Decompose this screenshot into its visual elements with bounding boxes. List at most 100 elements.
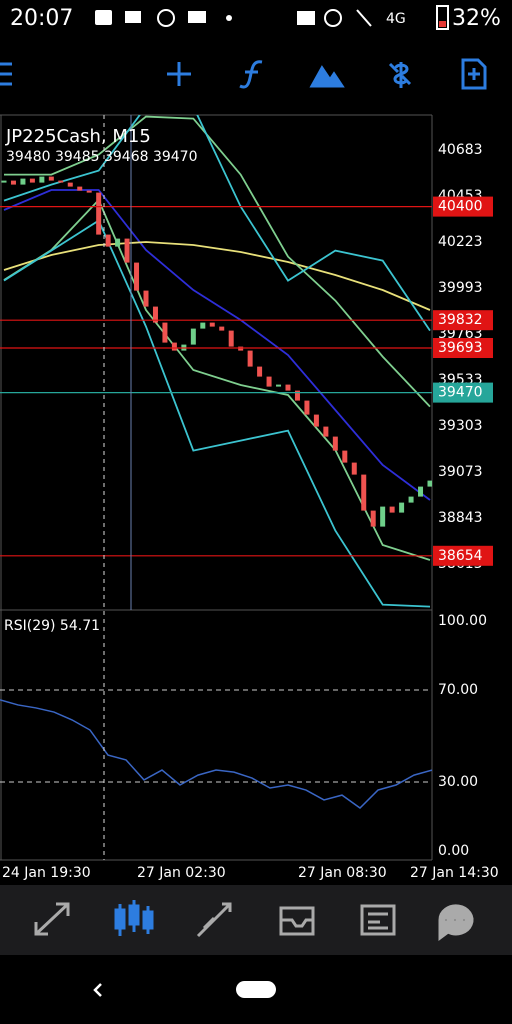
trade-button[interactable] bbox=[388, 62, 412, 88]
candle bbox=[152, 306, 158, 323]
price-level-tag bbox=[433, 310, 493, 331]
candle bbox=[266, 376, 272, 387]
candle bbox=[209, 322, 215, 327]
toolbar bbox=[0, 58, 487, 90]
candle bbox=[171, 342, 177, 351]
network: 4G bbox=[386, 11, 406, 27]
candle bbox=[190, 328, 196, 345]
candle bbox=[304, 400, 310, 415]
candle bbox=[361, 474, 367, 511]
candle bbox=[143, 290, 149, 307]
bottom-nav-icons bbox=[34, 900, 474, 941]
y-tick-label: 0.00 bbox=[438, 843, 469, 859]
candle bbox=[77, 186, 83, 191]
indicator-line bbox=[4, 115, 431, 408]
price-level-label: 39693 bbox=[438, 340, 483, 356]
price-level-label: 39470 bbox=[438, 385, 483, 401]
candle bbox=[200, 322, 206, 329]
candle bbox=[115, 238, 121, 247]
objects-button[interactable] bbox=[309, 65, 345, 88]
quotes-tab[interactable] bbox=[34, 902, 70, 936]
x-tick-label: 27 Jan 08:30 bbox=[298, 865, 387, 881]
candle bbox=[228, 330, 234, 347]
candle bbox=[294, 390, 300, 401]
candle bbox=[257, 366, 263, 377]
candle bbox=[10, 180, 16, 185]
new-order-button[interactable] bbox=[461, 58, 487, 90]
menu-button[interactable] bbox=[0, 62, 12, 86]
candle bbox=[332, 436, 338, 451]
candle bbox=[408, 496, 414, 503]
y-tick-label: 100.00 bbox=[438, 613, 487, 629]
candle bbox=[29, 178, 35, 183]
candle bbox=[389, 506, 395, 513]
price-level-tag bbox=[433, 382, 493, 403]
indicators-button[interactable] bbox=[239, 60, 263, 89]
candle bbox=[313, 414, 319, 427]
rsi-plot bbox=[0, 689, 432, 809]
candle bbox=[134, 262, 140, 291]
symbol-title: JP225Cash, M15 bbox=[5, 126, 151, 147]
y-tick-label: 70.00 bbox=[438, 682, 478, 698]
candle bbox=[124, 238, 130, 263]
indicator-line bbox=[3, 219, 431, 608]
price-plot bbox=[1, 115, 432, 608]
axes: 4068340453402233999339763395333930339073… bbox=[0, 142, 499, 881]
home-button[interactable] bbox=[236, 981, 276, 998]
status-icons bbox=[95, 5, 449, 30]
candle bbox=[219, 326, 225, 331]
back-button[interactable] bbox=[93, 983, 102, 997]
indicator-line bbox=[3, 189, 431, 501]
y-tick-label: 40683 bbox=[438, 142, 483, 158]
y-tick-label: 39303 bbox=[438, 418, 483, 434]
price-level-tag bbox=[433, 338, 493, 358]
bottom-nav bbox=[0, 885, 512, 955]
candle bbox=[323, 426, 329, 437]
panel-frame bbox=[0, 114, 433, 861]
y-tick-label: 39993 bbox=[438, 280, 483, 296]
rsi-line bbox=[0, 699, 432, 809]
trade-tab[interactable] bbox=[196, 902, 232, 938]
rsi-title: RSI(29) 54.71 bbox=[4, 618, 100, 634]
price-level-label: 38654 bbox=[438, 548, 483, 564]
battery: 32% bbox=[452, 6, 501, 31]
candle bbox=[162, 322, 168, 343]
x-tick-label: 27 Jan 14:30 bbox=[410, 865, 499, 881]
candle bbox=[86, 190, 92, 193]
x-tick-label: 27 Jan 02:30 bbox=[137, 865, 226, 881]
candle bbox=[39, 176, 45, 183]
candle bbox=[247, 350, 253, 367]
candle bbox=[58, 180, 64, 183]
history-tab[interactable] bbox=[279, 906, 315, 936]
y-tick-label: 40223 bbox=[438, 234, 483, 250]
candle bbox=[342, 450, 348, 463]
candle bbox=[48, 176, 54, 181]
price-level-label: 39832 bbox=[438, 312, 483, 328]
candle bbox=[276, 384, 282, 387]
chat-tab[interactable] bbox=[438, 904, 474, 941]
candle bbox=[96, 192, 102, 235]
candle bbox=[67, 182, 73, 187]
ohlc-values: 39480 39485 39468 39470 bbox=[6, 149, 198, 165]
candle bbox=[20, 178, 26, 185]
indicator-line bbox=[3, 198, 431, 561]
y-tick-label: 39073 bbox=[438, 464, 483, 480]
candle bbox=[351, 462, 357, 475]
candle bbox=[380, 506, 386, 527]
news-tab[interactable] bbox=[360, 904, 396, 936]
candle bbox=[1, 180, 7, 183]
indicator-line bbox=[3, 115, 431, 332]
y-tick-label: 38843 bbox=[438, 510, 483, 526]
price-level-label: 40400 bbox=[438, 199, 483, 215]
chart-tab[interactable] bbox=[114, 900, 154, 936]
candle bbox=[418, 486, 424, 497]
x-tick-label: 24 Jan 19:30 bbox=[2, 865, 91, 881]
candle bbox=[105, 234, 111, 247]
y-tick-label: 30.00 bbox=[438, 774, 478, 790]
candle bbox=[285, 384, 291, 391]
clock: 20:07 bbox=[10, 6, 73, 31]
indicator-line bbox=[3, 241, 431, 311]
crosshair-button[interactable] bbox=[167, 62, 191, 86]
